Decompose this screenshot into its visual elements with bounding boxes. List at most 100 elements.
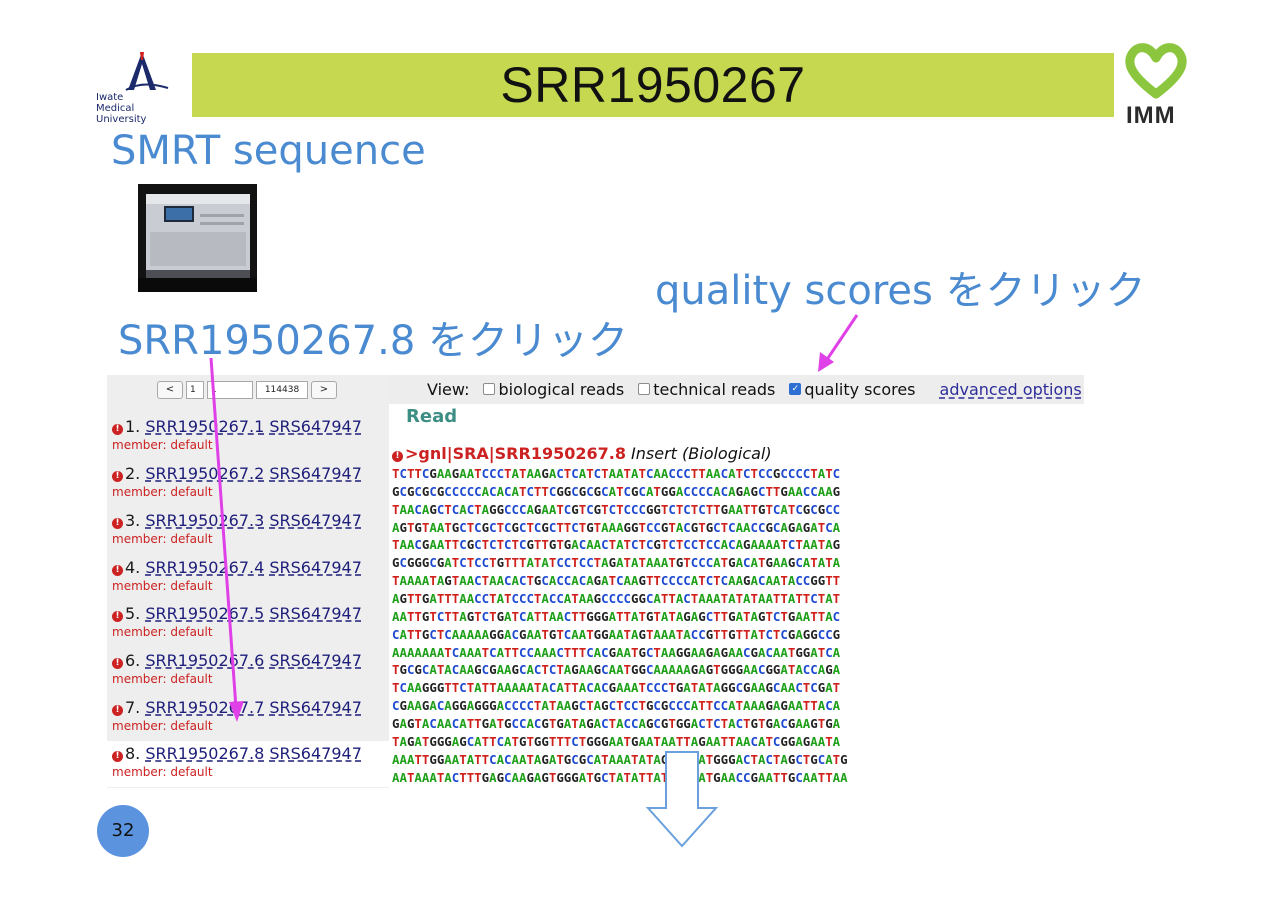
read-heading: Read (406, 406, 458, 427)
list-item[interactable]: ! 2. SRR1950267.2 SRS647947 member: defau… (107, 461, 389, 507)
read-accession-link[interactable]: SRR1950267.5 (145, 604, 265, 623)
logo-text-university: Medical University (96, 103, 147, 125)
sequence-line: AGTGTAATGCTCGCTCGCTCGCTTCTGTAAAGGTCCGTAC… (392, 519, 841, 535)
biological-reads-label[interactable]: biological reads (498, 379, 625, 399)
quality-scores-checkbox[interactable]: ✓ (789, 383, 802, 395)
list-item[interactable]: ! 5. SRR1950267.5 SRS647947 member: defau… (107, 601, 389, 647)
alert-icon: ! (112, 518, 123, 529)
sequence-line: AGTTGATTTAACCTATCCCTACCATAAGCCCCGGCATTAC… (392, 591, 841, 607)
view-label: View: (427, 379, 470, 399)
read-list-panel (107, 375, 389, 788)
sequence-line: CATTGCTCAAAAAGGACGAATGTCAATGGAATAGTAAATA… (392, 626, 841, 642)
smrt-sequence-label: SMRT sequence (111, 128, 426, 174)
alert-icon: ! (112, 611, 123, 622)
magenta-arrow-to-quality-scores (818, 314, 859, 372)
sample-link[interactable]: SRS647947 (269, 558, 362, 577)
sequence-line: AAATTGGAATATTCACAATAGATGCGCATAAATATAGTTG… (392, 751, 848, 767)
sequence-line: AATAAATACTTTGAGCAAGAGTGGGATGCTATATTATGAA… (392, 769, 848, 785)
prev-page-button[interactable]: < (157, 381, 183, 399)
sequence-line: AAAAAAATCAAATCATTCCAAACTTTCACGAATGCTAAGG… (392, 644, 841, 660)
sample-link[interactable]: SRS647947 (269, 651, 362, 670)
pager: < 1 1 114438 > (157, 381, 337, 399)
alert-icon: ! (112, 658, 123, 669)
university-emblem-icon (125, 52, 169, 91)
member-label: member: default (112, 765, 213, 779)
member-label: member: default (112, 579, 213, 593)
read-index: 5. (125, 604, 141, 623)
sequence-line: TGCGCATACAAGCGAAGCACTCTAGAAGCAATGGCAAAAA… (392, 662, 841, 678)
list-item[interactable]: ! 3. SRR1950267.3 SRS647947 member: defau… (107, 508, 389, 554)
sequence-line: GCGCGCGCCCCCACACATCTTCGGCGCGCATCGCATGGAC… (392, 483, 841, 499)
sample-link[interactable]: SRS647947 (269, 417, 362, 436)
read-accession-link[interactable]: SRR1950267.2 (145, 464, 265, 483)
list-item[interactable]: ! 4. SRR1950267.4 SRS647947 member: defau… (107, 555, 389, 601)
list-item-selected[interactable]: ! 8. SRR1950267.8 SRS647947 member: defau… (107, 741, 389, 787)
iwate-medical-university-logo: Iwate Medical University (96, 50, 184, 125)
view-options: View: biological reads technical reads ✓… (427, 379, 1082, 399)
sequence-line: TCAAGGGTTCTATTAAAAATACATTACACGAAATCCCTGA… (392, 680, 841, 696)
sequence-line: TAACAGCTCACTAGGCCCAGAATCGTCGTCTCCCGGTCTC… (392, 501, 841, 517)
advanced-options-link[interactable]: advanced options (939, 379, 1082, 399)
technical-reads-checkbox[interactable] (638, 383, 651, 395)
list-item[interactable]: ! 1. SRR1950267.1 SRS647947 member: defau… (107, 414, 389, 460)
member-label: member: default (112, 485, 213, 499)
sequence-view: TCTTCGAAGAATCCCTATAAGACTCATCTAATATCAACCC… (392, 465, 972, 788)
read-accession-link[interactable]: SRR1950267.1 (145, 417, 265, 436)
sequencer-photo (138, 184, 257, 292)
logo-text-iwate: Iwate (96, 92, 124, 103)
biological-reads-checkbox[interactable] (483, 383, 496, 395)
read-index: 6. (125, 651, 141, 670)
imm-logo: IMM (1120, 40, 1192, 132)
member-label: member: default (112, 438, 213, 452)
sample-link[interactable]: SRS647947 (269, 604, 362, 623)
member-label: member: default (112, 625, 213, 639)
page-number-badge: 32 (97, 805, 149, 857)
sequence-line: TAAAATAGTAACTAACACTGCACCACAGATCAAGTTCCCC… (392, 573, 841, 589)
technical-reads-label[interactable]: technical reads (653, 379, 776, 399)
alert-icon: ! (112, 705, 123, 716)
read-index: 2. (125, 464, 141, 483)
read-accession-link[interactable]: SRR1950267.8 (145, 744, 265, 763)
alert-icon: ! (392, 451, 403, 462)
read-defline-accession: >gnl|SRA|SRR1950267.8 (405, 444, 626, 463)
quality-scores-label[interactable]: quality scores (804, 379, 916, 399)
alert-icon: ! (112, 471, 123, 482)
alert-icon: ! (112, 751, 123, 762)
sample-link[interactable]: SRS647947 (269, 698, 362, 717)
total-pages-field: 114438 (256, 381, 308, 399)
member-label: member: default (112, 532, 213, 546)
read-index: 1. (125, 417, 141, 436)
view-toolbar (389, 375, 1084, 404)
read-accession-link[interactable]: SRR1950267.7 (145, 698, 265, 717)
sequence-line: CGAAGACAGGAGGGACCCCTATAAGCTAGCTCCTGCGCCC… (392, 698, 841, 714)
alert-icon: ! (112, 565, 123, 576)
read-index: 8. (125, 744, 141, 763)
alert-icon: ! (112, 424, 123, 435)
logo-text-imm: IMM (1126, 102, 1176, 129)
read-accession-link[interactable]: SRR1950267.4 (145, 558, 265, 577)
slide-title: SRR1950267 (500, 57, 806, 113)
sequence-line: TAGATGGGAGCATTCATGTGGTTTCTGGGAATGAATAATT… (392, 733, 841, 749)
sequence-line: TAACGAATTCGCTCTCTCGTTGTGACAACTATCTCGTCTC… (392, 537, 841, 553)
sequence-line: TCTTCGAAGAATCCCTATAAGACTCATCTAATATCAACCC… (392, 466, 841, 481)
sequence-line: AATTGTCTTAGTCTGATCATTAACTTGGGATTATGTATAG… (392, 608, 841, 624)
member-label: member: default (112, 672, 213, 686)
read-index: 4. (125, 558, 141, 577)
title-bar: SRR1950267 (192, 53, 1114, 117)
read-index: 7. (125, 698, 141, 717)
sample-link[interactable]: SRS647947 (269, 511, 362, 530)
read8-instruction: SRR1950267.8 をクリック (118, 318, 628, 364)
read-accession-link[interactable]: SRR1950267.6 (145, 651, 265, 670)
sequence-line: GCGGGCGATCTCCTGTTTATATCCTCCTAGATATAAATGT… (392, 555, 841, 571)
read-accession-link[interactable]: SRR1950267.3 (145, 511, 265, 530)
page-from-input[interactable]: 1 (186, 381, 204, 399)
member-label: member: default (112, 719, 213, 733)
list-item[interactable]: ! 7. SRR1950267.7 SRS647947 member: defau… (107, 695, 389, 741)
page-to-input[interactable]: 1 (207, 381, 253, 399)
sample-link[interactable]: SRS647947 (269, 464, 362, 483)
sample-link[interactable]: SRS647947 (269, 744, 362, 763)
list-item[interactable]: ! 6. SRR1950267.6 SRS647947 member: defau… (107, 648, 389, 694)
next-page-button[interactable]: > (311, 381, 337, 399)
read-defline-type: Insert (Biological) (631, 444, 772, 463)
sequence-line: GAGTACAACATTGATGCCACGTGATAGACTACCAGCGTGG… (392, 716, 841, 732)
